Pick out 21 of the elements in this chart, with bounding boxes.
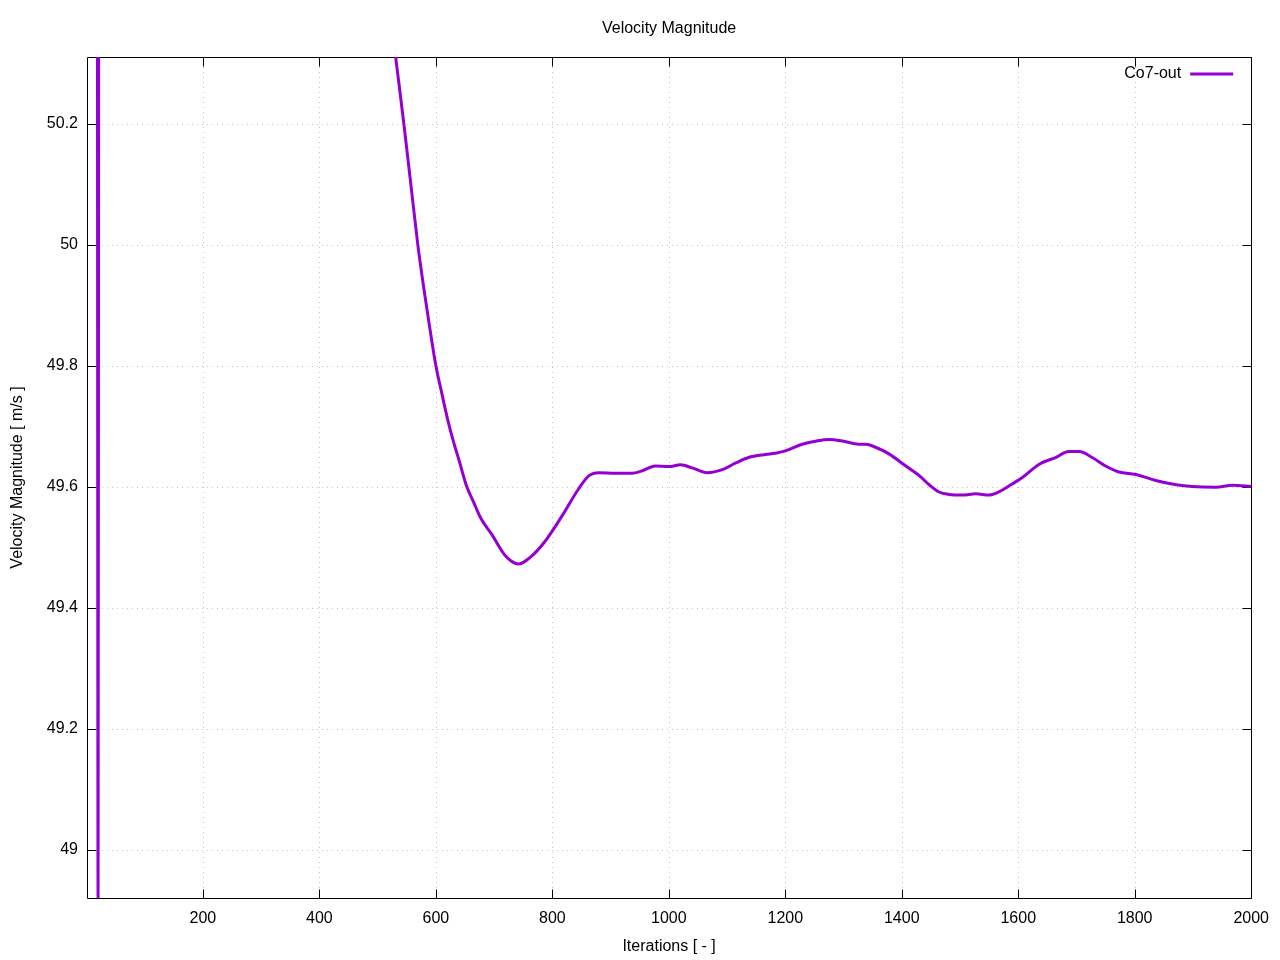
x-tick-label: 1600: [1000, 909, 1037, 927]
y-tick-label: 49.8: [46, 355, 79, 373]
x-tick-label: 400: [306, 909, 333, 927]
y-tick-label: 49.6: [46, 476, 79, 494]
x-tick-label: 200: [189, 909, 217, 927]
x-tick-label: 1400: [883, 909, 920, 927]
legend-label: Co7-out: [1124, 64, 1182, 82]
y-tick-label: 49: [60, 840, 79, 857]
y-tick-label: 49.2: [46, 719, 79, 736]
y-tick-label: 50: [60, 234, 79, 252]
y-tick-label: 50.2: [46, 113, 79, 131]
x-tick-label: 1000: [651, 909, 687, 927]
x-tick-label: 600: [422, 909, 450, 927]
y-axis-title: Velocity Magnitude [ m/s ]: [8, 386, 26, 569]
x-tick-label: 1200: [767, 909, 804, 927]
x-tick-label: 2000: [1233, 909, 1270, 927]
y-tick-label: 49.4: [46, 597, 79, 615]
x-tick-label: 1800: [1116, 909, 1153, 927]
chart-title: Velocity Magnitude: [601, 19, 737, 37]
x-axis-title: Iterations [ - ]: [622, 936, 716, 954]
x-tick-label: 800: [538, 909, 566, 927]
